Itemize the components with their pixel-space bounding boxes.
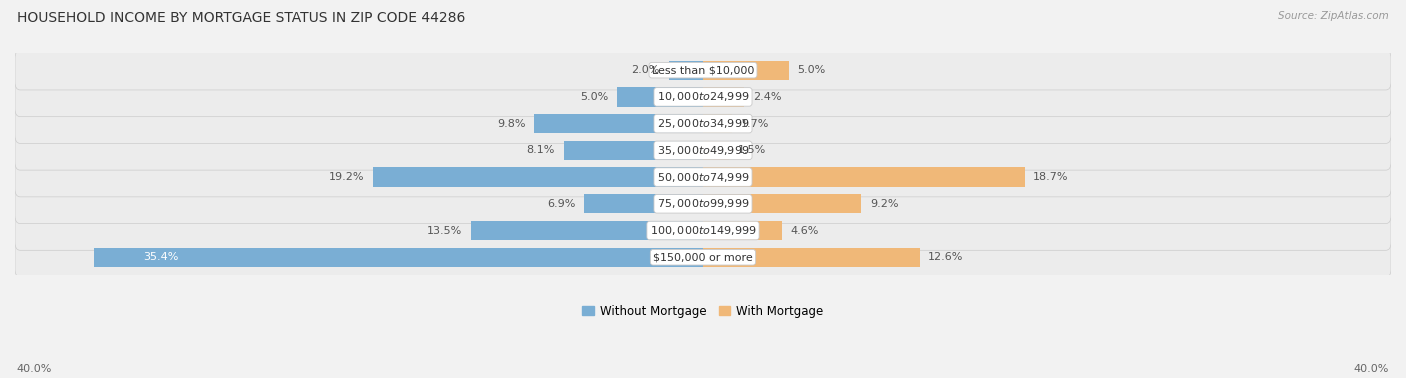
Text: 1.5%: 1.5% xyxy=(737,146,766,155)
Text: $100,000 to $149,999: $100,000 to $149,999 xyxy=(650,224,756,237)
Text: 13.5%: 13.5% xyxy=(427,226,463,235)
Text: Source: ZipAtlas.com: Source: ZipAtlas.com xyxy=(1278,11,1389,21)
Bar xyxy=(703,194,862,214)
Text: 5.0%: 5.0% xyxy=(581,92,609,102)
Bar xyxy=(703,221,782,240)
Bar xyxy=(564,141,703,160)
Text: 2.0%: 2.0% xyxy=(631,65,659,75)
Bar xyxy=(471,221,703,240)
Bar xyxy=(703,167,1025,187)
Text: 2.4%: 2.4% xyxy=(752,92,782,102)
Bar xyxy=(703,87,744,107)
Bar xyxy=(373,167,703,187)
Text: 18.7%: 18.7% xyxy=(1033,172,1069,182)
Text: $10,000 to $24,999: $10,000 to $24,999 xyxy=(657,90,749,104)
Bar xyxy=(703,141,728,160)
Text: 40.0%: 40.0% xyxy=(1354,364,1389,374)
Text: $50,000 to $74,999: $50,000 to $74,999 xyxy=(657,170,749,184)
Text: $25,000 to $34,999: $25,000 to $34,999 xyxy=(657,117,749,130)
Bar xyxy=(617,87,703,107)
Text: 6.9%: 6.9% xyxy=(547,199,575,209)
Text: 5.0%: 5.0% xyxy=(797,65,825,75)
Bar xyxy=(703,60,789,80)
Text: 4.6%: 4.6% xyxy=(790,226,820,235)
FancyBboxPatch shape xyxy=(15,237,1391,277)
Text: 19.2%: 19.2% xyxy=(329,172,364,182)
Legend: Without Mortgage, With Mortgage: Without Mortgage, With Mortgage xyxy=(582,305,824,318)
Text: HOUSEHOLD INCOME BY MORTGAGE STATUS IN ZIP CODE 44286: HOUSEHOLD INCOME BY MORTGAGE STATUS IN Z… xyxy=(17,11,465,25)
Text: 1.7%: 1.7% xyxy=(741,119,769,129)
FancyBboxPatch shape xyxy=(15,157,1391,197)
Bar xyxy=(669,60,703,80)
Text: 35.4%: 35.4% xyxy=(143,252,179,262)
Text: 9.8%: 9.8% xyxy=(498,119,526,129)
Bar xyxy=(703,114,733,133)
Text: 9.2%: 9.2% xyxy=(870,199,898,209)
Bar xyxy=(703,248,920,267)
Bar xyxy=(585,194,703,214)
Bar xyxy=(534,114,703,133)
Text: Less than $10,000: Less than $10,000 xyxy=(652,65,754,75)
Text: 8.1%: 8.1% xyxy=(527,146,555,155)
FancyBboxPatch shape xyxy=(15,50,1391,90)
Text: $35,000 to $49,999: $35,000 to $49,999 xyxy=(657,144,749,157)
Text: $75,000 to $99,999: $75,000 to $99,999 xyxy=(657,197,749,210)
FancyBboxPatch shape xyxy=(15,77,1391,117)
FancyBboxPatch shape xyxy=(15,130,1391,170)
Text: 12.6%: 12.6% xyxy=(928,252,963,262)
Bar xyxy=(94,248,703,267)
Text: 40.0%: 40.0% xyxy=(17,364,52,374)
FancyBboxPatch shape xyxy=(15,211,1391,250)
FancyBboxPatch shape xyxy=(15,184,1391,223)
Text: $150,000 or more: $150,000 or more xyxy=(654,252,752,262)
FancyBboxPatch shape xyxy=(15,104,1391,143)
